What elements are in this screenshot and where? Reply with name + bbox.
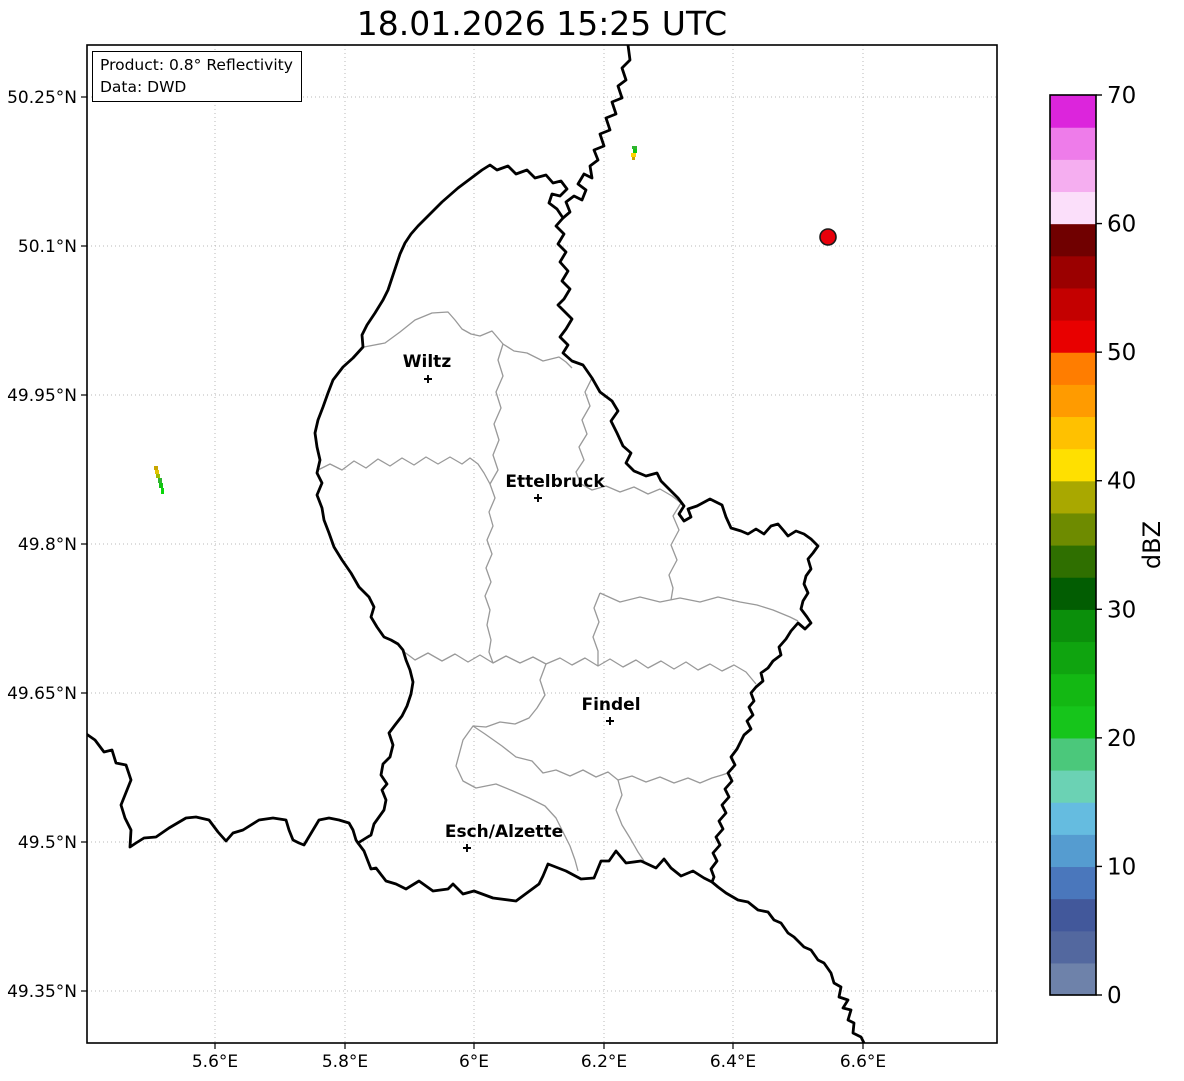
canton-border [317,456,491,485]
colorbar-segment [1050,898,1096,932]
colorbar-segment [1050,770,1096,803]
x-axis-tick-label: 6.4°E [710,1052,756,1072]
canton-border [615,779,645,862]
colorbar-segment [1050,609,1096,643]
colorbar-segment [1050,545,1096,578]
data-source-line: Data: DWD [100,78,187,96]
colorbar-segment [1050,448,1096,482]
canton-border [455,663,579,872]
echo-northeast [631,146,637,160]
city-marker [606,717,614,725]
colorbar-segment [1050,191,1096,225]
colorbar-segment [1050,287,1096,321]
radar-echo-pixel [633,149,637,153]
y-axis-tick-label: 49.8°N [18,535,77,555]
colorbar-tick-label: 40 [1107,469,1136,495]
product-line: Product: 0.8° Reflectivity [100,56,293,74]
colorbar-tick-label: 60 [1107,212,1136,238]
x-axis-tick-label: 6°E [459,1052,489,1072]
radar-echo-pixel [159,483,163,488]
canton-border [472,725,729,784]
colorbar-segment [1050,673,1096,707]
colorbar-segment [1050,223,1096,257]
colorbar-tick-label: 50 [1107,340,1136,366]
y-axis-tick-label: 49.35°N [7,982,77,1002]
city-label: Esch/Alzette [445,822,563,842]
colorbar-segment [1050,320,1096,353]
colorbar-segment [1050,866,1096,900]
radar-echo-pixel [154,466,158,470]
colorbar-segment [1050,159,1096,193]
colorbar-segment [1050,577,1096,610]
plot-title: 18.01.2026 15:25 UTC [356,4,728,43]
y-axis-tick-label: 49.95°N [7,386,77,406]
canton-border [575,377,682,504]
colorbar-tick-label: 10 [1107,854,1136,880]
x-axis-tick-label: 6.6°E [840,1052,886,1072]
city-marker [534,494,542,502]
city-label: Ettelbruck [505,472,605,492]
radar-echo-pixel [158,478,162,483]
germany-france-border [710,880,866,1043]
belgium-germany-border [561,45,632,220]
city-label: Findel [581,695,640,715]
colorbar-segment [1050,705,1096,739]
colorbar-tick-label: 20 [1107,726,1136,752]
canton-border [363,311,573,369]
colorbar-outline [1049,94,1097,996]
radar-echo-pixel [156,474,160,478]
radar-echo-pixel [155,470,159,474]
colorbar-segment [1050,834,1096,868]
colorbar-segment [1050,641,1096,675]
belgium-france-border [87,732,360,849]
city-label: Wiltz [403,352,452,372]
y-axis-tick-label: 50.1°N [18,237,77,257]
colorbar-segment [1050,802,1096,835]
colorbar-segment [1050,352,1096,385]
colorbar-tick-label: 70 [1107,83,1136,109]
colorbar: 0 10 20 30 40 50 60 70 dBZ [1049,83,1166,1009]
axes-layer: 5.6°E 5.8°E 6°E 6.2°E 6.4°E 6.6°E 50.25°N 50.1°… [7,44,998,1072]
colorbar-segment [1050,255,1096,289]
x-axis-tick-label: 5.6°E [192,1052,238,1072]
map-layer: Wiltz Ettelbruck Findel Esch/Alzette [87,45,866,1043]
colorbar-axis-label: dBZ [1138,521,1166,569]
colorbar-segment [1050,384,1096,418]
colorbar-segment [1050,962,1096,996]
colorbar-segment [1050,930,1096,964]
radar-echo-pixel [161,488,164,494]
x-axis-tick-label: 5.8°E [322,1052,368,1072]
colorbar-segment [1050,512,1096,546]
colorbar-segment [1050,127,1096,160]
echo-west [154,466,164,494]
y-axis-tick-label: 49.65°N [7,684,77,704]
radar-echo-pixel [632,157,635,160]
radar-echo-pixel [632,146,637,149]
colorbar-segment [1050,480,1096,514]
colorbar-segment [1050,416,1096,450]
canton-border [402,650,757,685]
canton-border [599,592,799,622]
canton-border [592,592,601,666]
radar-site-marker [819,228,837,246]
colorbar-segment [1050,737,1096,771]
city-marker [463,844,471,852]
city-marker [424,375,432,383]
colorbar-tick-label: 0 [1107,983,1122,1009]
y-axis-tick-label: 50.25°N [7,88,77,108]
product-info-box: Product: 0.8° Reflectivity Data: DWD [92,51,302,102]
x-axis-tick-label: 6.2°E [581,1052,627,1072]
radar-echo-pixel [631,153,636,157]
gridlines [87,45,997,1043]
y-axis-tick-label: 49.5°N [18,833,77,853]
canton-border [484,343,504,664]
canton-border [668,502,682,601]
colorbar-segment [1050,95,1096,128]
colorbar-tick-label: 30 [1107,597,1136,623]
luxembourg-border [313,163,820,903]
